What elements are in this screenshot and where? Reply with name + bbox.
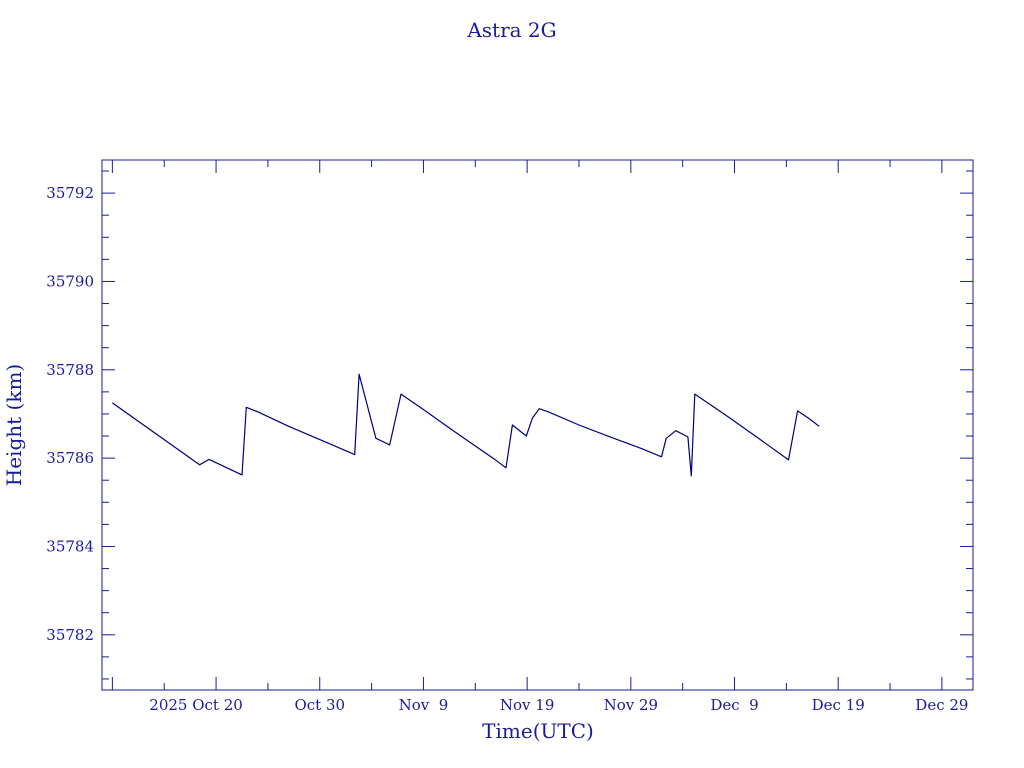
x-tick-label: Dec 19 — [812, 696, 865, 714]
x-axis-label: Time(UTC) — [482, 719, 594, 743]
x-tick-label: Nov 19 — [500, 696, 555, 714]
y-tick-label: 35790 — [46, 272, 94, 290]
y-tick-label: 35788 — [46, 361, 94, 379]
y-tick-label: 35792 — [46, 184, 94, 202]
x-tick-label: Oct 30 — [294, 696, 345, 714]
y-tick-label: 35786 — [46, 449, 94, 467]
series-line — [112, 373, 820, 477]
y-axis-ticks: 35782 35784 35786 35788 35790 35792 — [46, 170, 973, 680]
x-tick-label: Dec 9 — [710, 696, 758, 714]
x-tick-label: 2025 Oct 20 — [149, 696, 243, 714]
y-axis-label: Height (km) — [2, 364, 26, 486]
y-tick-label: 35782 — [46, 626, 94, 644]
x-tick-label: Dec 29 — [915, 696, 968, 714]
chart-title: Astra 2G — [466, 18, 556, 42]
x-tick-label: Nov 29 — [604, 696, 659, 714]
y-tick-label: 35784 — [46, 537, 94, 555]
x-tick-label: Nov 9 — [399, 696, 449, 714]
x-axis-ticks: 2025 Oct 20 Oct 30 Nov 9 Nov 19 Nov 29 Dec 9 D… — [111, 160, 968, 714]
series-group — [112, 373, 820, 477]
plot-frame — [101, 159, 974, 691]
